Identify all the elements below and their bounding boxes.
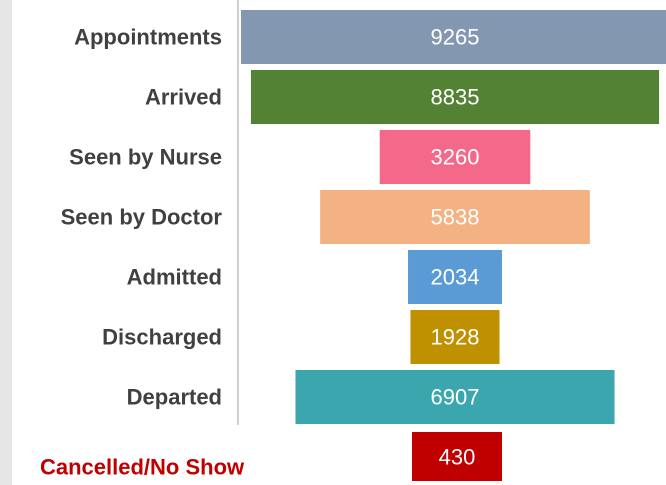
category-label: Arrived	[145, 85, 222, 110]
funnel-bar	[320, 190, 590, 244]
funnel-bar	[241, 10, 666, 64]
value-label: 1928	[431, 325, 480, 350]
cancelled-label: Cancelled/No Show	[40, 455, 245, 480]
category-label: Admitted	[127, 265, 222, 290]
cancelled-value: 430	[439, 445, 476, 470]
funnel-bar	[408, 250, 502, 304]
funnel-bar	[250, 70, 660, 124]
cancelled-box	[412, 432, 502, 481]
side-strip	[0, 0, 12, 485]
category-label: Seen by Doctor	[61, 205, 223, 230]
value-label: 5838	[431, 205, 480, 230]
value-label: 3260	[431, 145, 480, 170]
value-label: 8835	[431, 85, 480, 110]
funnel-bar	[379, 130, 531, 184]
value-label: 9265	[431, 25, 480, 50]
value-label: 6907	[431, 385, 480, 410]
funnel-bar	[295, 370, 615, 424]
category-label: Departed	[127, 385, 222, 410]
funnel-bar	[410, 310, 500, 364]
category-label: Appointments	[74, 25, 222, 50]
value-label: 2034	[431, 265, 480, 290]
category-label: Seen by Nurse	[69, 145, 222, 170]
category-label: Discharged	[102, 325, 222, 350]
